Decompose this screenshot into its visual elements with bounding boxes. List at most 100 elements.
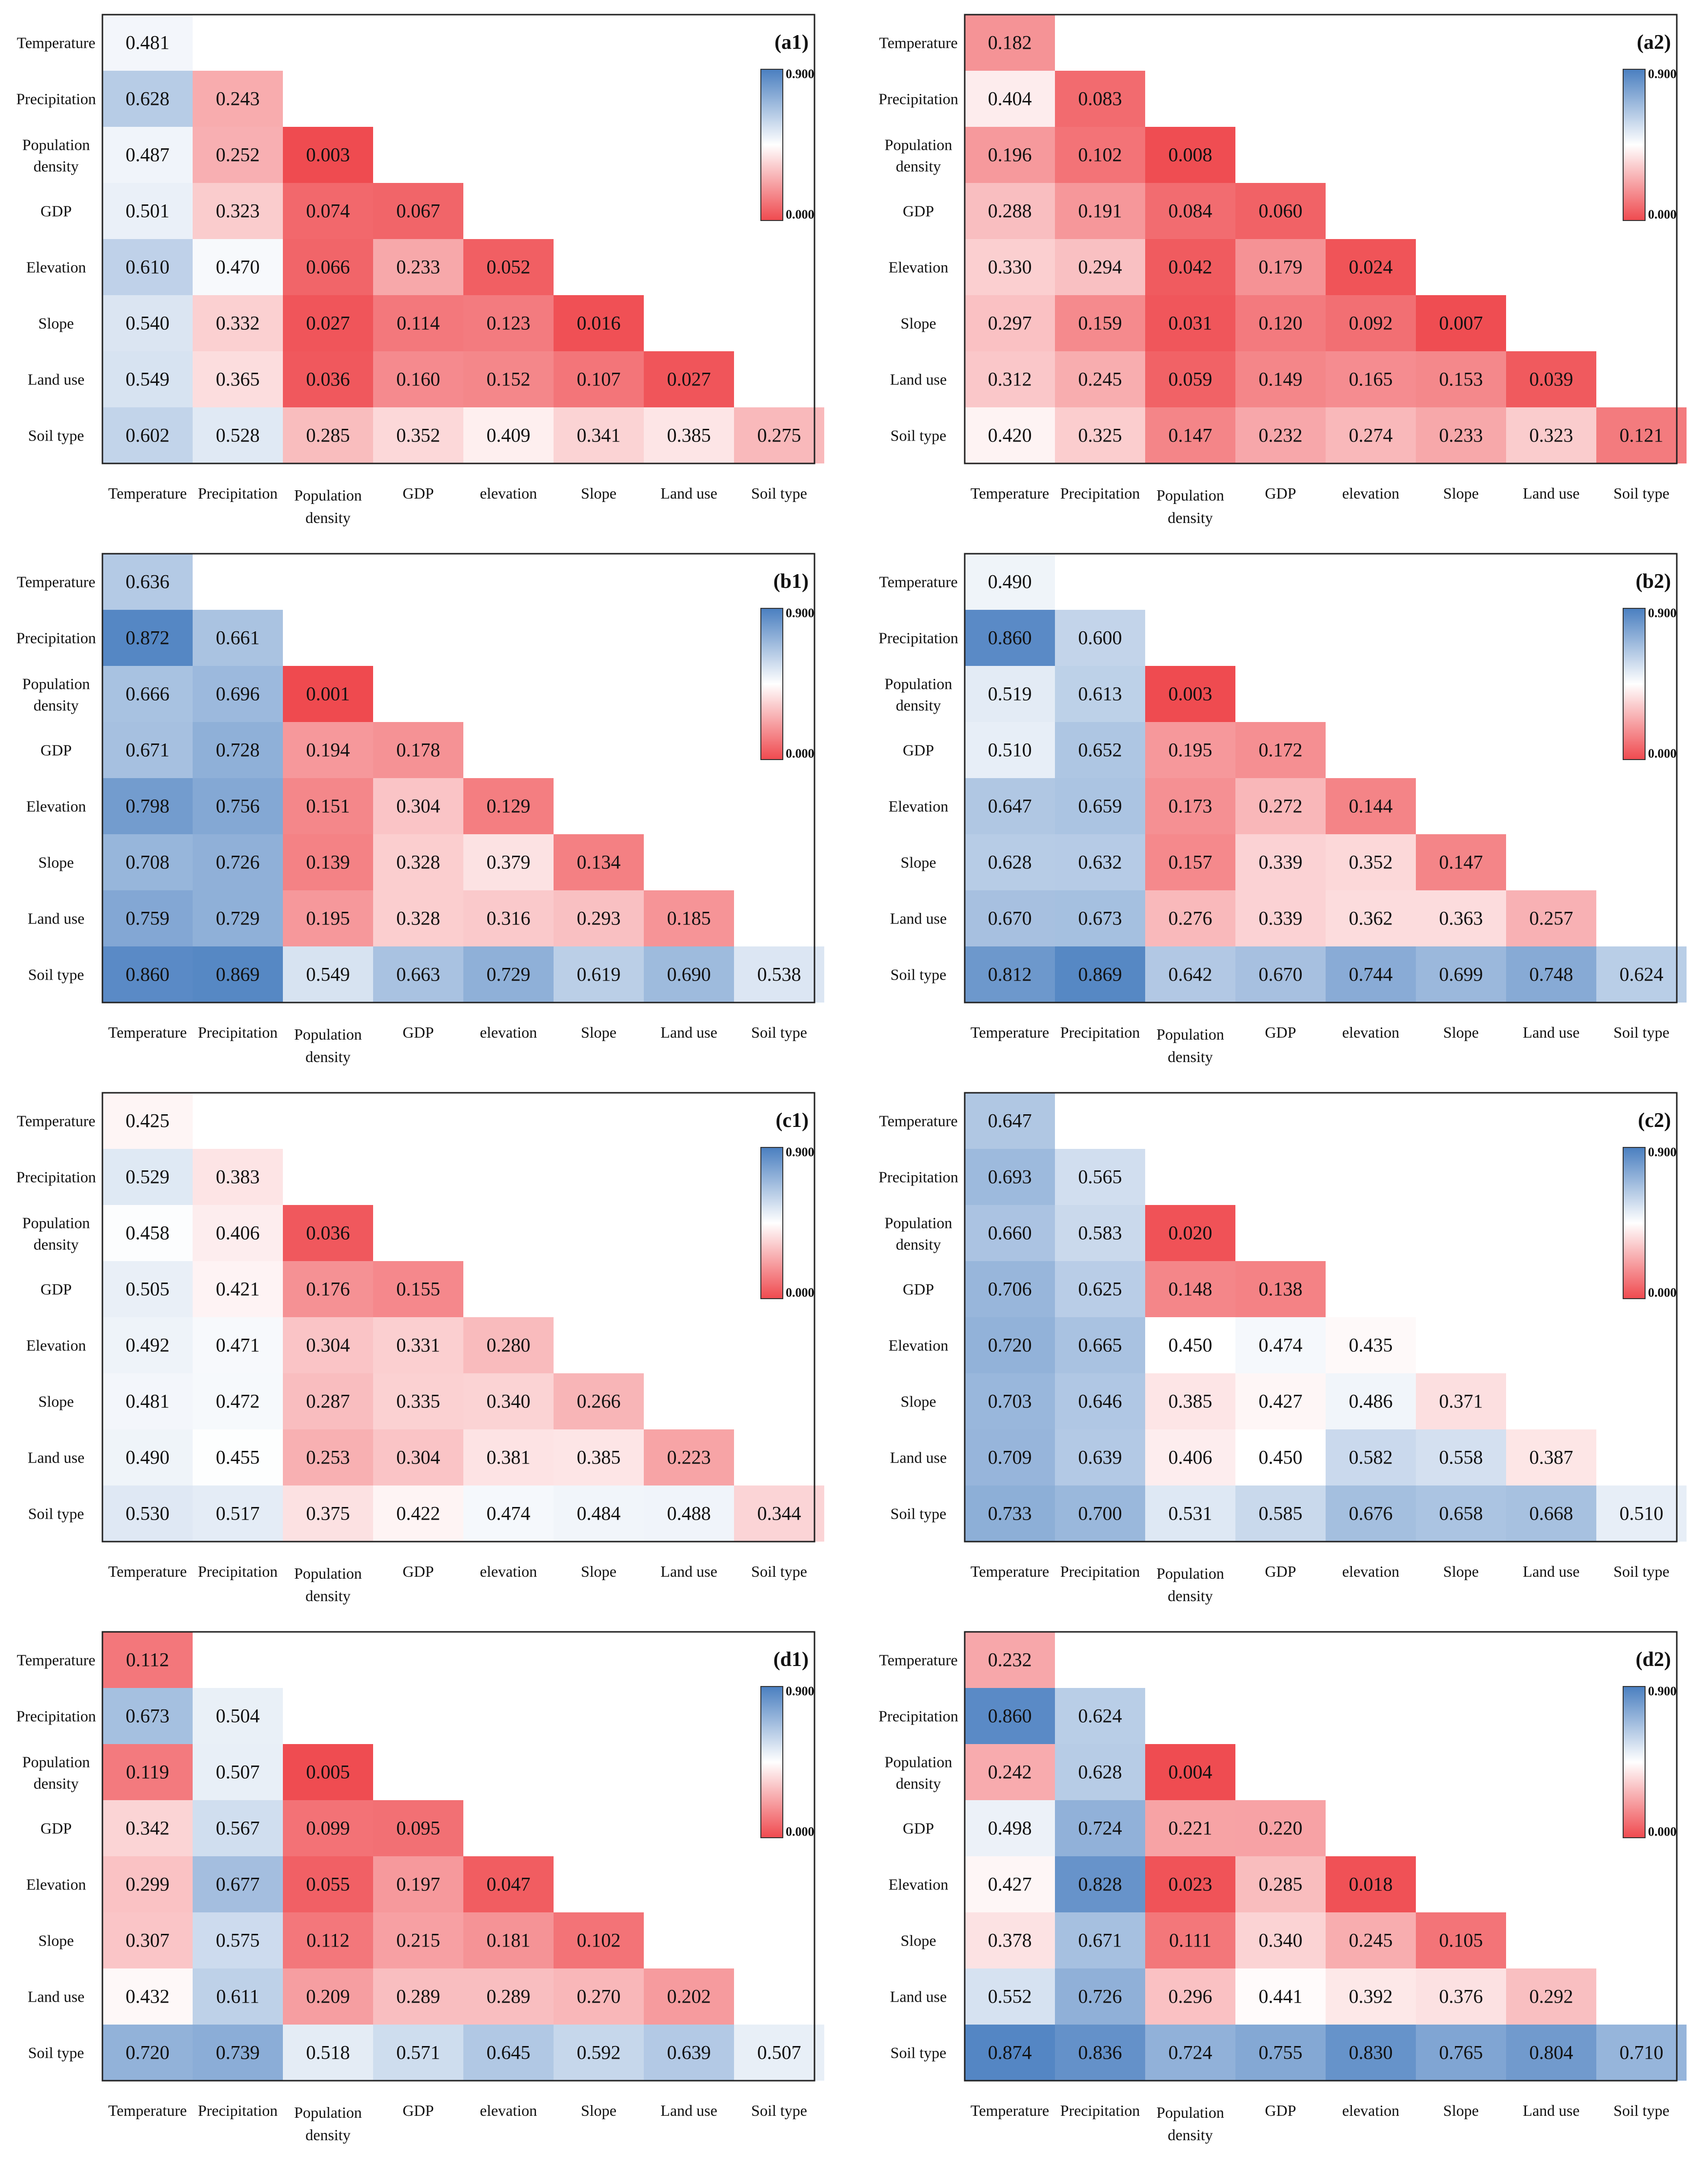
heatmap-cell xyxy=(283,1429,373,1485)
cell-value-label: 0.540 xyxy=(126,312,170,334)
cell-value-label: 0.293 xyxy=(577,907,621,929)
heatmap-cell xyxy=(1235,351,1326,407)
heatmap-cell xyxy=(283,1800,373,1856)
cell-value-label: 0.176 xyxy=(306,1278,350,1300)
heatmap-cell xyxy=(965,351,1055,407)
heatmap-cell xyxy=(1235,834,1326,890)
heatmap-cell xyxy=(102,1800,193,1856)
cell-value-label: 0.123 xyxy=(487,312,531,334)
cell-value-label: 0.406 xyxy=(216,1222,260,1244)
cell-value-label: 0.565 xyxy=(1078,1166,1122,1188)
heatmap-cell xyxy=(1326,407,1416,463)
heatmap-cell xyxy=(1055,1485,1145,1542)
column-label: Slope xyxy=(1443,1563,1479,1580)
row-label: Soil type xyxy=(891,966,947,984)
heatmap-cell xyxy=(1416,946,1506,1003)
cell-value-label: 0.628 xyxy=(988,851,1032,873)
cell-value-label: 0.693 xyxy=(988,1166,1032,1188)
cell-value-label: 0.191 xyxy=(1078,200,1122,222)
heatmap-cell xyxy=(1145,666,1235,722)
colorbar-min-label: 0.000 xyxy=(1648,1825,1677,1839)
heatmap-cell xyxy=(1145,1912,1235,1968)
cell-value-label: 0.755 xyxy=(1259,2042,1303,2064)
heatmap-cell xyxy=(965,1632,1055,1688)
heatmap-cell xyxy=(1055,1968,1145,2025)
row-label: Land use xyxy=(28,1449,84,1466)
cell-value-label: 0.529 xyxy=(126,1166,170,1188)
heatmap-cell xyxy=(1145,183,1235,239)
cell-value-label: 0.505 xyxy=(126,1278,170,1300)
heatmap-cell xyxy=(102,239,193,295)
heatmap-cell xyxy=(102,127,193,183)
colorbar xyxy=(1623,1147,1646,1299)
column-label: GDP xyxy=(402,2102,434,2119)
heatmap-cell xyxy=(102,1261,193,1317)
cell-value-label: 0.602 xyxy=(126,424,170,446)
cell-value-label: 0.274 xyxy=(1349,424,1393,446)
heatmap-cell xyxy=(1055,1744,1145,1800)
heatmap-cell xyxy=(193,1688,283,1744)
heatmap-cell xyxy=(965,666,1055,722)
cell-value-label: 0.484 xyxy=(577,1503,621,1525)
row-label: Slope xyxy=(39,1932,74,1949)
cell-value-label: 0.874 xyxy=(988,2042,1032,2064)
cell-value-label: 0.455 xyxy=(216,1446,260,1468)
cell-value-label: 0.120 xyxy=(1259,312,1303,334)
cell-value-label: 0.020 xyxy=(1169,1222,1212,1244)
heatmap-cell xyxy=(102,183,193,239)
column-label: GDP xyxy=(1265,1563,1296,1580)
cell-value-label: 0.165 xyxy=(1349,368,1393,390)
heatmap-cell xyxy=(283,239,373,295)
heatmap-cell xyxy=(1506,946,1596,1003)
heatmap-cell xyxy=(644,407,734,463)
cell-value-label: 0.055 xyxy=(306,1873,350,1895)
cell-value-label: 0.138 xyxy=(1259,1278,1303,1300)
cell-value-label: 0.340 xyxy=(1259,1929,1303,1951)
heatmap-cell xyxy=(1326,890,1416,946)
heatmap-cell xyxy=(193,1373,283,1429)
heatmap-cell xyxy=(193,1485,283,1542)
heatmap-cell xyxy=(283,1485,373,1542)
heatmap-cell xyxy=(373,183,463,239)
column-label: elevation xyxy=(480,484,537,502)
heatmap-cell xyxy=(1235,2025,1326,2081)
heatmap-cell xyxy=(1145,1429,1235,1485)
heatmap-cell xyxy=(463,890,554,946)
heatmap-cell xyxy=(193,1317,283,1373)
cell-value-label: 0.530 xyxy=(126,1503,170,1525)
cell-value-label: 0.427 xyxy=(1259,1390,1303,1412)
cell-value-label: 0.481 xyxy=(126,32,170,54)
cell-value-label: 0.102 xyxy=(577,1929,621,1951)
heatmap-cell xyxy=(283,890,373,946)
column-label: GDP xyxy=(1265,1024,1296,1041)
heatmap-cell xyxy=(463,239,554,295)
heatmap-cell xyxy=(283,1317,373,1373)
heatmap-cell xyxy=(554,1968,644,2025)
heatmap-cell xyxy=(283,666,373,722)
row-label: Elevation xyxy=(889,1337,949,1354)
cell-value-label: 0.363 xyxy=(1439,907,1483,929)
heatmap-cell xyxy=(965,1485,1055,1542)
cell-value-label: 0.501 xyxy=(126,200,170,222)
heatmap-cell xyxy=(1235,1912,1326,1968)
heatmap-cell xyxy=(1326,1912,1416,1968)
cell-value-label: 0.159 xyxy=(1078,312,1122,334)
heatmap-cell xyxy=(193,1912,283,1968)
heatmap-cell xyxy=(102,351,193,407)
heatmap-cell xyxy=(1235,778,1326,834)
cell-value-label: 0.729 xyxy=(216,907,260,929)
heatmap-cell xyxy=(1326,834,1416,890)
heatmap-cell xyxy=(965,1912,1055,1968)
row-label: Population density xyxy=(885,1214,953,1253)
heatmap-cell xyxy=(102,1429,193,1485)
cell-value-label: 0.036 xyxy=(306,1222,350,1244)
column-label: Land use xyxy=(660,1024,717,1041)
heatmap-cell xyxy=(193,1800,283,1856)
heatmap-cell xyxy=(1326,1373,1416,1429)
heatmap-cell xyxy=(1416,1968,1506,2025)
heatmap-cell xyxy=(283,1744,373,1800)
column-label: Temperature xyxy=(108,2102,187,2119)
heatmap-cell xyxy=(1506,1429,1596,1485)
heatmap-cell xyxy=(734,1485,824,1542)
heatmap-cell xyxy=(644,946,734,1003)
